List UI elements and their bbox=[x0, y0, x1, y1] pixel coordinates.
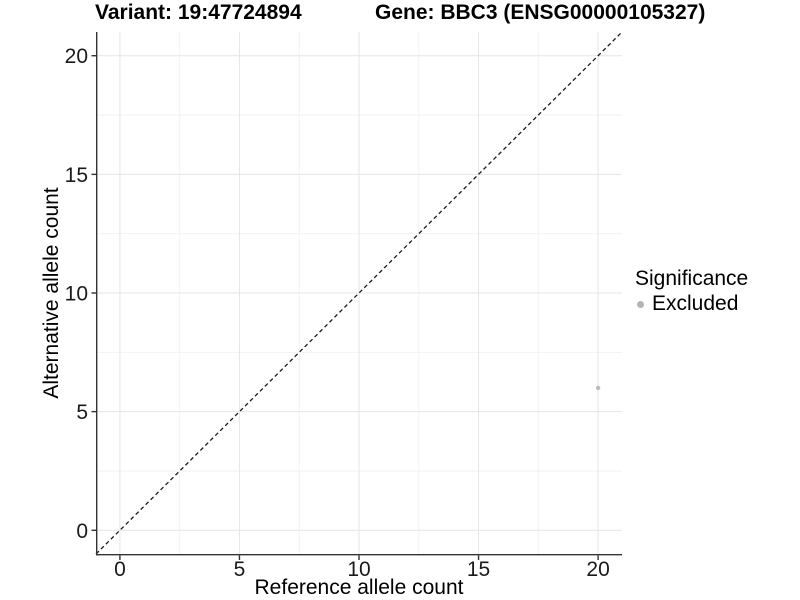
x-tick-label: 0 bbox=[114, 558, 126, 581]
x-tick-label: 20 bbox=[586, 558, 609, 581]
legend-title: Significance bbox=[635, 267, 749, 290]
x-tick-label: 5 bbox=[234, 558, 246, 581]
y-tick-label: 15 bbox=[65, 164, 88, 187]
y-tick-label: 0 bbox=[76, 520, 88, 543]
y-axis-title: Alternative allele count bbox=[40, 187, 63, 399]
x-axis-title: Reference allele count bbox=[254, 576, 464, 599]
y-tick-label: 20 bbox=[65, 45, 88, 68]
x-tick-label: 15 bbox=[467, 558, 490, 581]
y-tick-label: 5 bbox=[76, 401, 88, 424]
legend-point-icon bbox=[637, 300, 644, 308]
legend-entry-label: Excluded bbox=[652, 292, 739, 315]
identity-line bbox=[95, 31, 623, 555]
y-tick-label: 10 bbox=[65, 283, 88, 306]
legend-entry-excluded: Excluded bbox=[633, 292, 748, 316]
variant-title: Variant: 19:47724894 bbox=[95, 1, 302, 24]
data-point bbox=[595, 385, 601, 391]
x-tick-label: 10 bbox=[347, 558, 370, 581]
gene-title: Gene: BBC3 (ENSG00000105327) bbox=[375, 1, 706, 24]
legend: Significance Excluded bbox=[633, 267, 748, 316]
